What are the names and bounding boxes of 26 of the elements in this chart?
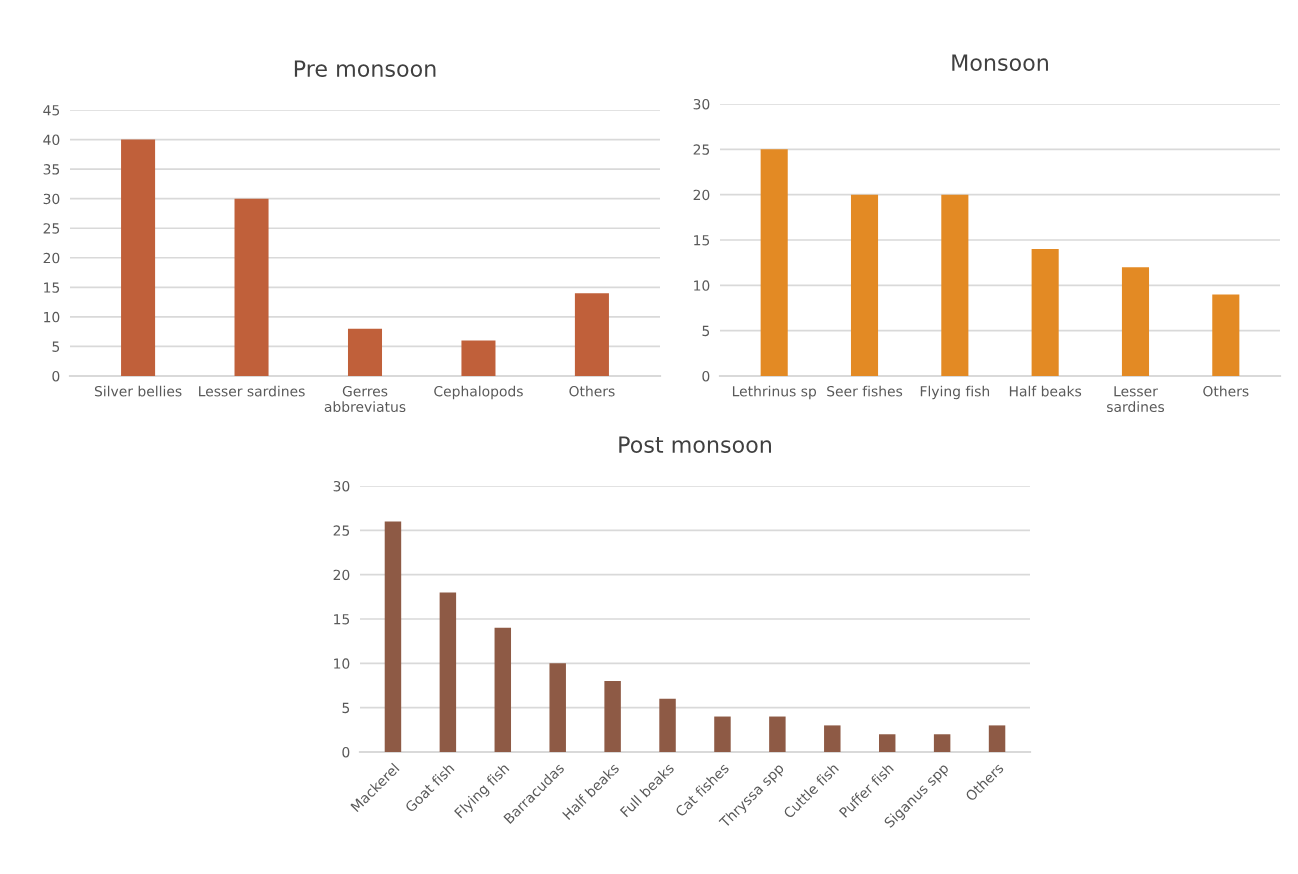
bar [760, 149, 788, 376]
bar [659, 698, 676, 752]
bar [384, 521, 402, 752]
bar [941, 194, 969, 376]
chart-title: Monsoon [952, 54, 1048, 71]
chart-title: Pre monsoon [294, 60, 436, 77]
bar [769, 716, 786, 752]
bar [347, 328, 383, 376]
bar [549, 663, 566, 752]
bar [494, 627, 512, 752]
bar [439, 592, 457, 752]
bar [933, 734, 951, 752]
bar [234, 198, 269, 376]
bar [1031, 249, 1059, 376]
bar [1121, 267, 1150, 376]
bar [878, 734, 896, 752]
bar [574, 293, 609, 376]
bar [714, 716, 731, 752]
bar [461, 340, 496, 376]
bar [850, 194, 879, 376]
bar [988, 725, 1006, 752]
bar [604, 681, 621, 752]
chart-title: Post monsoon [619, 436, 771, 453]
bar [121, 139, 156, 376]
bar [1212, 294, 1240, 376]
bar [824, 725, 841, 752]
